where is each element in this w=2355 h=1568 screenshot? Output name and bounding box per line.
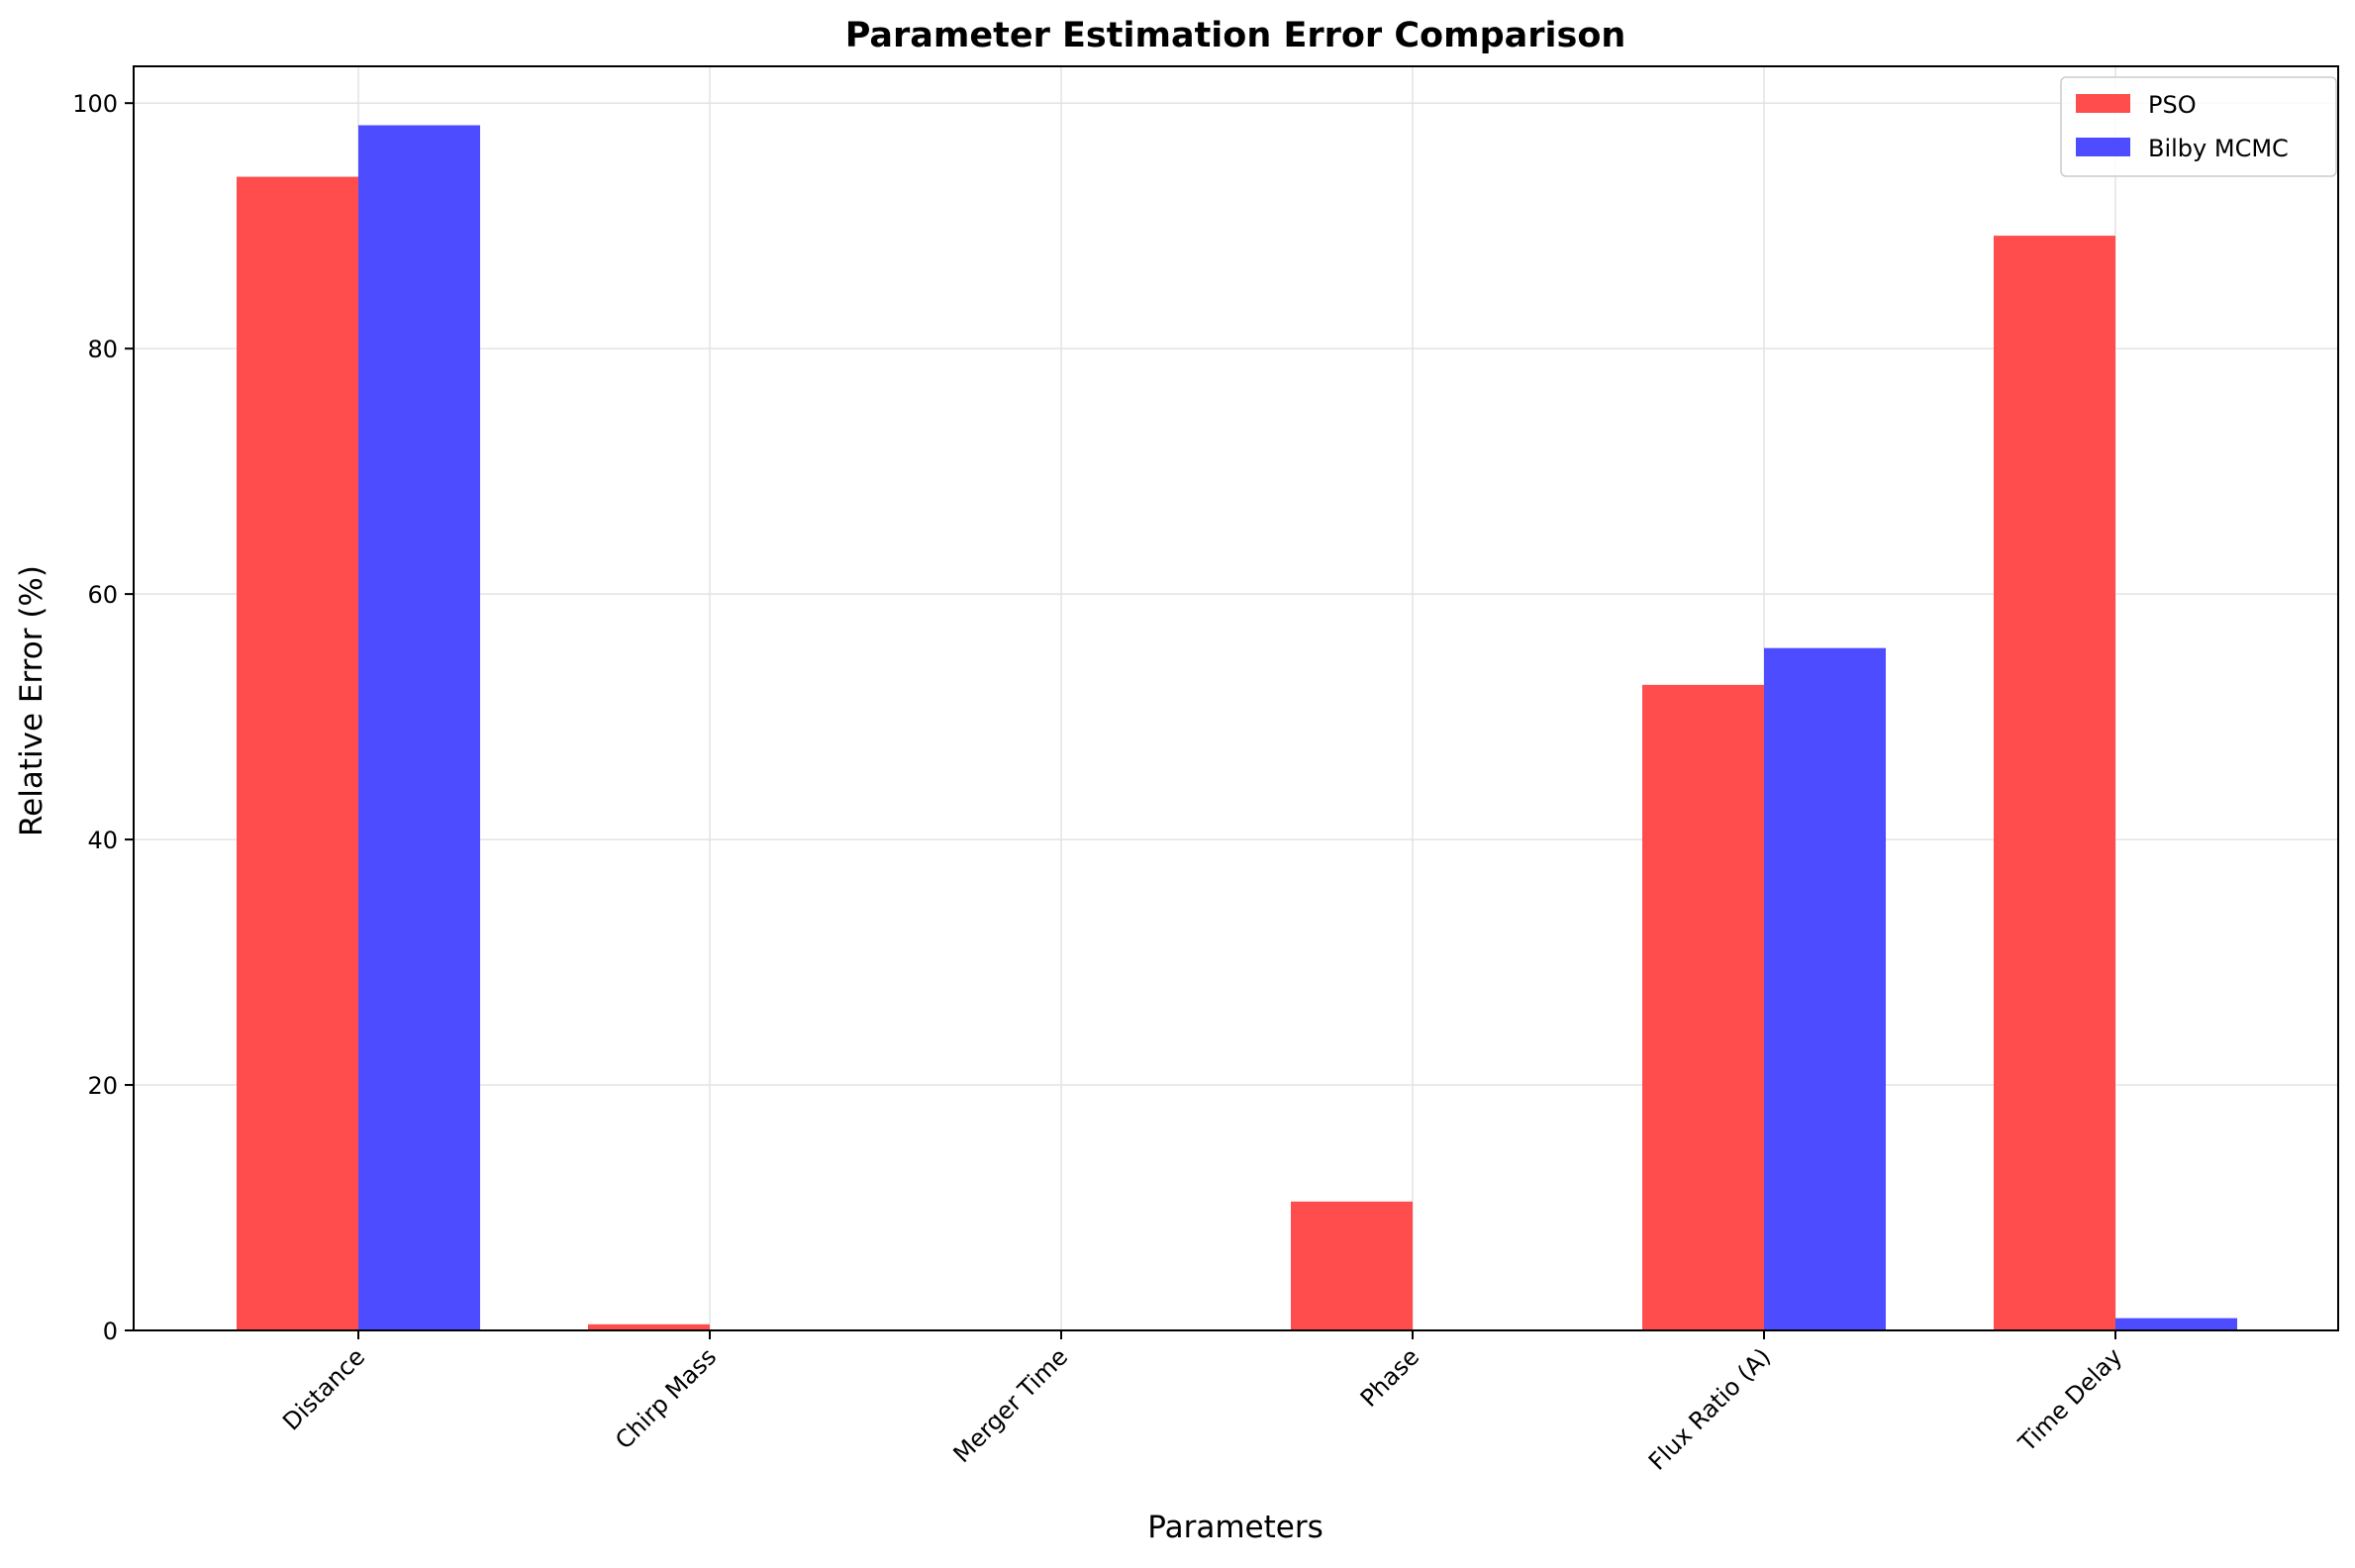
legend-label-bilby-mcmc: Bilby MCMC: [2148, 135, 2289, 162]
plot-frame: [133, 65, 2339, 1331]
chart-title: Parameter Estimation Error Comparison: [845, 16, 1626, 55]
legend: PSO Bilby MCMC: [2060, 76, 2337, 177]
bar-pso-chirp-mass: [588, 1323, 710, 1330]
legend-swatch-pso: [2076, 94, 2130, 113]
x-axis-label: Parameters: [1147, 1510, 1323, 1545]
y-tick-label-80: 80: [87, 336, 118, 363]
y-tick-label-100: 100: [72, 90, 118, 118]
y-tick-label-40: 40: [87, 827, 118, 854]
y-tick-label-0: 0: [103, 1318, 118, 1345]
bar-pso-flux-ratio-a: [1642, 684, 1764, 1330]
y-axis-label: Relative Error (%): [14, 565, 49, 836]
y-ticks: 0 20 40 60 80 100: [72, 90, 134, 1345]
legend-label-pso: PSO: [2148, 91, 2197, 119]
bar-pso-distance: [237, 176, 358, 1330]
bar-pso-time-delay: [1994, 236, 2115, 1330]
bars: [237, 125, 2237, 1330]
legend-swatch-bilby-mcmc: [2076, 138, 2130, 156]
bar-pso-phase: [1291, 1201, 1413, 1330]
bar-bilby-mcmc-flux-ratio-a: [1764, 647, 1886, 1330]
y-tick-label-20: 20: [87, 1072, 118, 1100]
axes: [133, 65, 2339, 1331]
y-tick-label-60: 60: [87, 581, 118, 609]
bar-bilby-mcmc-time-delay: [2115, 1318, 2237, 1330]
bar-bilby-mcmc-distance: [358, 125, 480, 1330]
